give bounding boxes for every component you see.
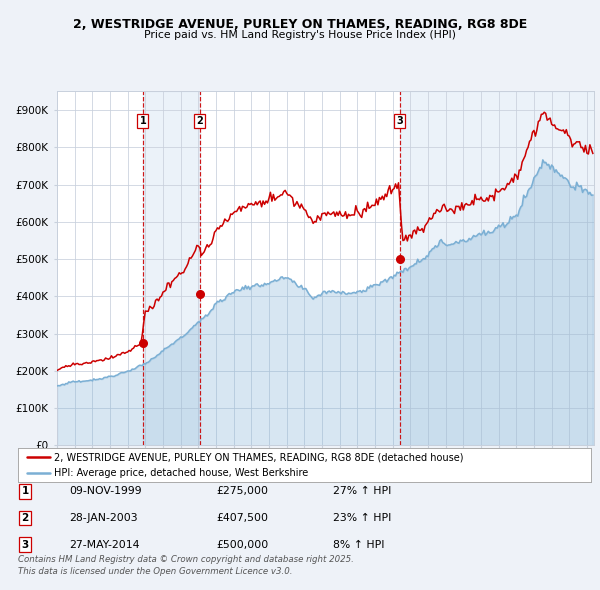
Text: Price paid vs. HM Land Registry's House Price Index (HPI): Price paid vs. HM Land Registry's House … [144, 30, 456, 40]
Text: 28-JAN-2003: 28-JAN-2003 [69, 513, 137, 523]
Text: 2: 2 [196, 116, 203, 126]
Text: HPI: Average price, detached house, West Berkshire: HPI: Average price, detached house, West… [54, 468, 308, 478]
Text: 09-NOV-1999: 09-NOV-1999 [69, 487, 142, 496]
Text: 27% ↑ HPI: 27% ↑ HPI [333, 487, 391, 496]
Text: 1: 1 [22, 487, 29, 496]
Text: Contains HM Land Registry data © Crown copyright and database right 2025.
This d: Contains HM Land Registry data © Crown c… [18, 555, 354, 576]
Text: 8% ↑ HPI: 8% ↑ HPI [333, 540, 385, 549]
Bar [143, 91, 200, 445]
Text: £407,500: £407,500 [216, 513, 268, 523]
Text: 3: 3 [22, 540, 29, 549]
Text: 2, WESTRIDGE AVENUE, PURLEY ON THAMES, READING, RG8 8DE: 2, WESTRIDGE AVENUE, PURLEY ON THAMES, R… [73, 18, 527, 31]
Text: £500,000: £500,000 [216, 540, 268, 549]
Text: 2, WESTRIDGE AVENUE, PURLEY ON THAMES, READING, RG8 8DE (detached house): 2, WESTRIDGE AVENUE, PURLEY ON THAMES, R… [54, 452, 464, 462]
Text: 2: 2 [22, 513, 29, 523]
Bar [400, 91, 596, 445]
Text: 27-MAY-2014: 27-MAY-2014 [69, 540, 139, 549]
Text: 1: 1 [139, 116, 146, 126]
Text: 23% ↑ HPI: 23% ↑ HPI [333, 513, 391, 523]
Text: 3: 3 [397, 116, 403, 126]
Text: £275,000: £275,000 [216, 487, 268, 496]
